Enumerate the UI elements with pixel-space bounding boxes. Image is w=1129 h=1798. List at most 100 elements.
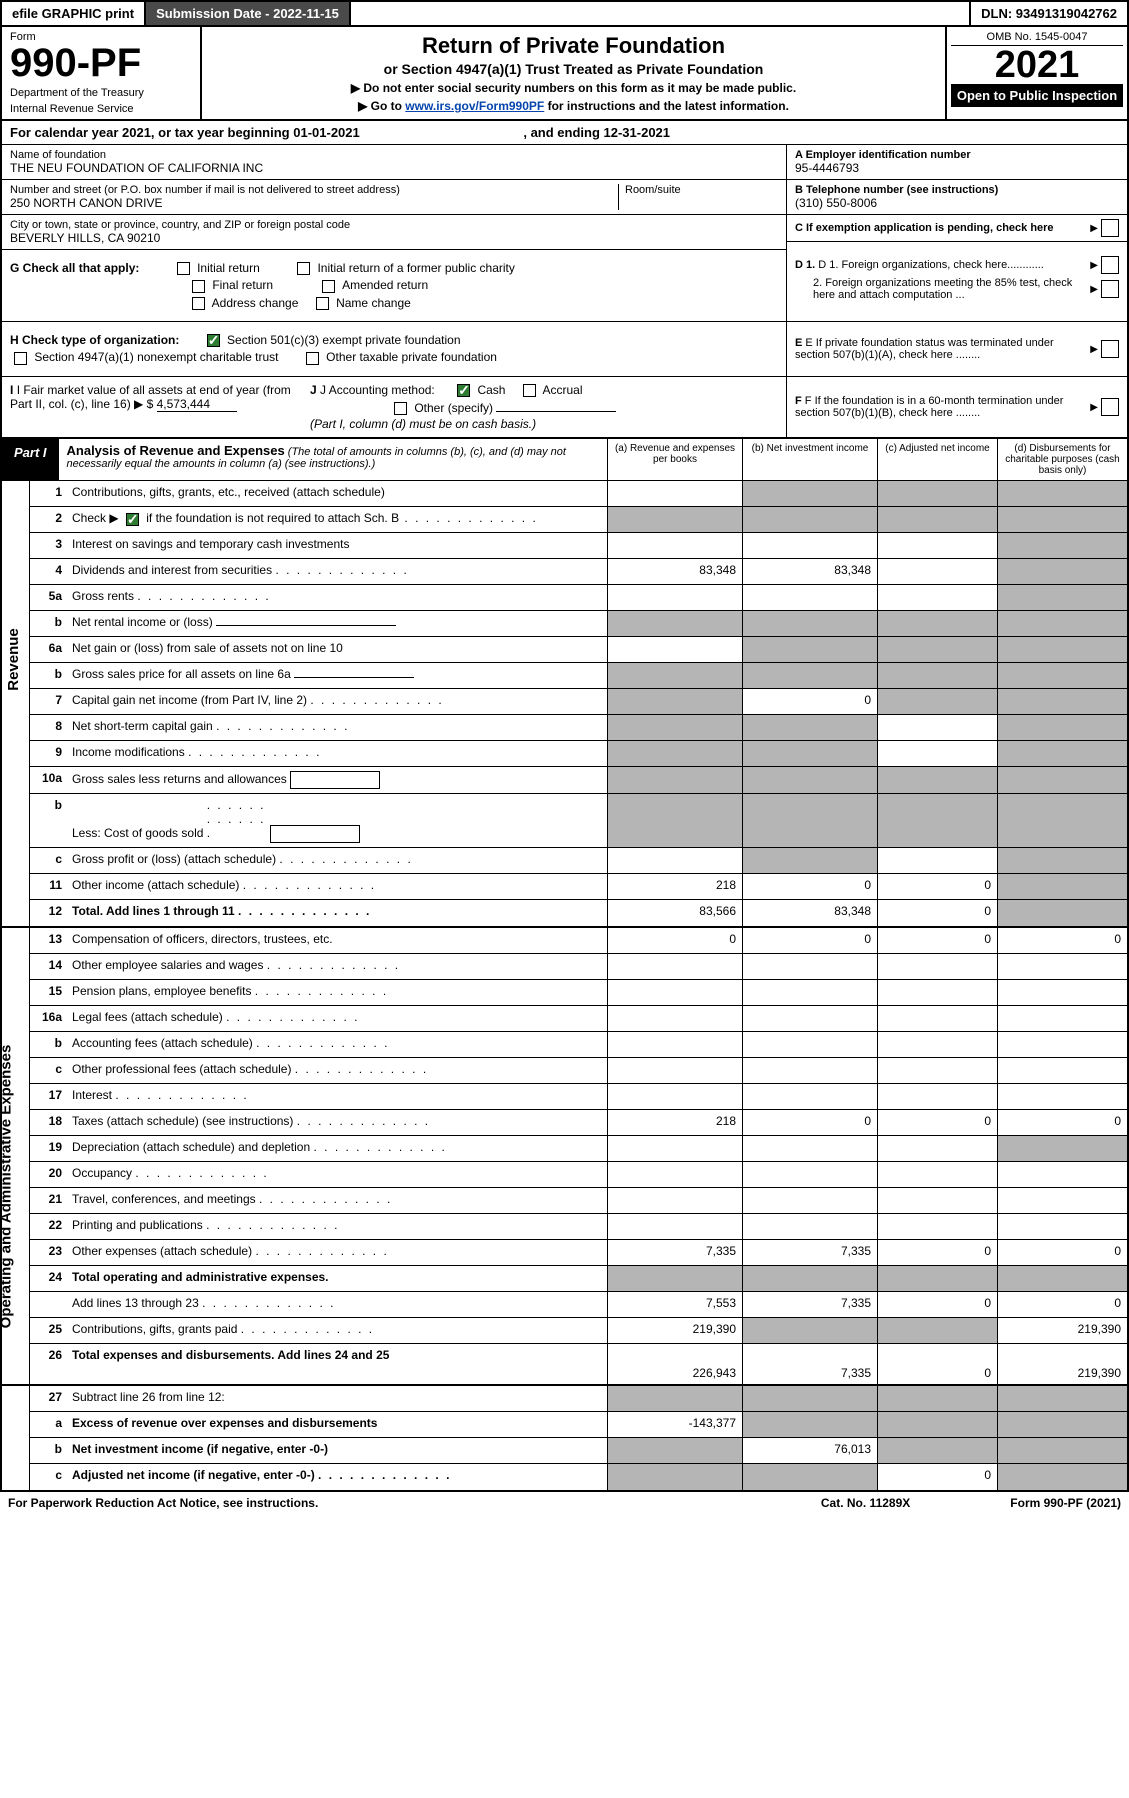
line11-col-a: 218 (607, 874, 742, 899)
telephone-label: B Telephone number (see instructions) (795, 184, 1119, 196)
form-number: 990-PF (10, 43, 192, 83)
line21-desc: Travel, conferences, and meetings (66, 1188, 607, 1213)
catalog-number: Cat. No. 11289X (821, 1496, 910, 1510)
amended-return-checkbox[interactable] (322, 280, 335, 293)
line12-col-c: 0 (877, 900, 997, 926)
line13-desc: Compensation of officers, directors, tru… (66, 928, 607, 953)
line27-desc: Subtract line 26 from line 12: (66, 1386, 607, 1411)
line13-col-c: 0 (877, 928, 997, 953)
line25-col-d: 219,390 (997, 1318, 1127, 1343)
form990pf-link[interactable]: www.irs.gov/Form990PF (405, 99, 544, 113)
4947-label: Section 4947(a)(1) nonexempt charitable … (34, 350, 278, 364)
line13-col-a: 0 (607, 928, 742, 953)
line27c-col-c: 0 (877, 1464, 997, 1490)
line18-col-b: 0 (742, 1110, 877, 1135)
line17-desc: Interest (66, 1084, 607, 1109)
line12-col-a: 83,566 (607, 900, 742, 926)
col-b-header: (b) Net investment income (742, 439, 877, 480)
line26-col-d: 219,390 (997, 1344, 1127, 1384)
form-header: Form 990-PF Department of the Treasury I… (0, 27, 1129, 121)
line5a-desc: Gross rents (66, 585, 607, 610)
initial-return-label: Initial return (197, 261, 260, 275)
name-change-label: Name change (336, 296, 411, 310)
top-bar: efile GRAPHIC print Submission Date - 20… (0, 0, 1129, 27)
d2-checkbox[interactable] (1101, 280, 1119, 298)
initial-return-checkbox[interactable] (177, 262, 190, 275)
f-checkbox[interactable] (1101, 398, 1119, 416)
address-value: 250 NORTH CANON DRIVE (10, 196, 618, 210)
foundation-name-label: Name of foundation (10, 149, 778, 161)
arrow-icon (1090, 259, 1101, 271)
line4-col-a: 83,348 (607, 559, 742, 584)
line12-col-b: 83,348 (742, 900, 877, 926)
accrual-label: Accrual (543, 383, 583, 397)
line24-desc: Total operating and administrative expen… (66, 1266, 607, 1291)
line24b-desc: Add lines 13 through 23 (66, 1292, 607, 1317)
other-taxable-checkbox[interactable] (306, 352, 319, 365)
cal-prefix: For calendar year 2021, or tax year begi… (10, 125, 293, 140)
line23-col-d: 0 (997, 1240, 1127, 1265)
4947-checkbox[interactable] (14, 352, 27, 365)
line20-desc: Occupancy (66, 1162, 607, 1187)
line23-col-c: 0 (877, 1240, 997, 1265)
line9-desc: Income modifications (66, 741, 607, 766)
line23-desc: Other expenses (attach schedule) (66, 1240, 607, 1265)
form-title: Return of Private Foundation (210, 33, 937, 59)
arrow-icon (1090, 401, 1101, 413)
line18-col-d: 0 (997, 1110, 1127, 1135)
line3-desc: Interest on savings and temporary cash i… (66, 533, 607, 558)
line27a-desc: Excess of revenue over expenses and disb… (66, 1412, 607, 1437)
initial-former-checkbox[interactable] (297, 262, 310, 275)
final-return-checkbox[interactable] (192, 280, 205, 293)
line7-desc: Capital gain net income (from Part IV, l… (66, 689, 607, 714)
line26-col-b: 7,335 (742, 1344, 877, 1384)
exemption-checkbox[interactable] (1101, 219, 1119, 237)
name-change-checkbox[interactable] (316, 297, 329, 310)
501c3-checkbox[interactable] (207, 334, 220, 347)
line2-desc: Check ▶ if the foundation is not require… (66, 507, 607, 532)
cal-end: 12-31-2021 (604, 125, 671, 140)
line16a-desc: Legal fees (attach schedule) (66, 1006, 607, 1031)
other-method-checkbox[interactable] (394, 402, 407, 415)
line15-desc: Pension plans, employee benefits (66, 980, 607, 1005)
revenue-table: Revenue 1Contributions, gifts, grants, e… (0, 481, 1129, 928)
cash-checkbox[interactable] (457, 384, 470, 397)
arrow-icon (1090, 222, 1101, 234)
final-return-label: Final return (212, 278, 273, 292)
identification-section: Name of foundation THE NEU FOUNDATION OF… (0, 145, 1129, 250)
exemption-pending-label: C If exemption application is pending, c… (795, 222, 1090, 234)
schb-checkbox[interactable] (126, 513, 139, 526)
address-change-checkbox[interactable] (192, 297, 205, 310)
accrual-checkbox[interactable] (523, 384, 536, 397)
line24-col-c: 0 (877, 1292, 997, 1317)
line11-desc: Other income (attach schedule) (66, 874, 607, 899)
line27b-col-b: 76,013 (742, 1438, 877, 1463)
expenses-side-label: Operating and Administrative Expenses (0, 1045, 14, 1329)
city-value: BEVERLY HILLS, CA 90210 (10, 231, 778, 245)
revenue-side-label: Revenue (5, 629, 22, 692)
line27a-col-a: -143,377 (607, 1412, 742, 1437)
line18-col-a: 218 (607, 1110, 742, 1135)
tax-year: 2021 (951, 46, 1123, 84)
address-change-label: Address change (212, 296, 299, 310)
line4-desc: Dividends and interest from securities (66, 559, 607, 584)
line25-desc: Contributions, gifts, grants paid (66, 1318, 607, 1343)
line25-col-a: 219,390 (607, 1318, 742, 1343)
line19-desc: Depreciation (attach schedule) and deple… (66, 1136, 607, 1161)
section-h-e: H Check type of organization: Section 50… (0, 322, 1129, 377)
e-checkbox[interactable] (1101, 340, 1119, 358)
line18-desc: Taxes (attach schedule) (see instruction… (66, 1110, 607, 1135)
line16c-desc: Other professional fees (attach schedule… (66, 1058, 607, 1083)
501c3-label: Section 501(c)(3) exempt private foundat… (227, 333, 460, 347)
goto-prefix: ▶ Go to (358, 99, 405, 113)
irs-label: Internal Revenue Service (10, 103, 192, 115)
d1-checkbox[interactable] (1101, 256, 1119, 274)
telephone-value: (310) 550-8006 (795, 196, 1119, 210)
j-accounting-label: J Accounting method: (320, 383, 435, 397)
efile-print-button[interactable]: efile GRAPHIC print (2, 2, 146, 25)
cal-begin: 01-01-2021 (293, 125, 360, 140)
section-g-d: G Check all that apply: Initial return I… (0, 250, 1129, 322)
d1-foreign-label: D 1. D 1. Foreign organizations, check h… (795, 259, 1090, 271)
foundation-name: THE NEU FOUNDATION OF CALIFORNIA INC (10, 161, 778, 175)
i-fmv-value: 4,573,444 (157, 397, 237, 412)
